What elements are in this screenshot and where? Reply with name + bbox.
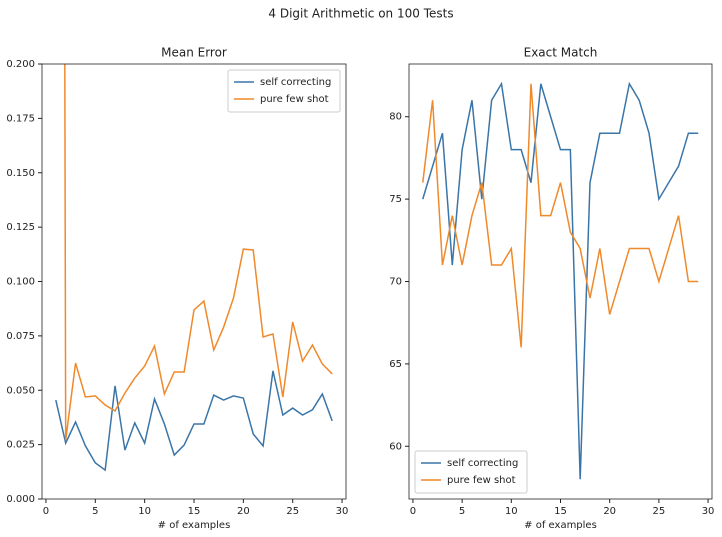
y-tick-label: 0.200 <box>6 59 35 70</box>
x-axis-label: # of examples <box>158 520 231 531</box>
y-tick-label: 0.100 <box>6 277 35 288</box>
chart-title: Exact Match <box>524 46 598 60</box>
data-line <box>422 81 699 480</box>
y-tick-label: 0.050 <box>6 385 35 396</box>
y-tick-label: 70 <box>389 277 402 288</box>
x-tick-label: 25 <box>286 506 299 517</box>
x-tick-label: 5 <box>92 506 98 517</box>
x-axis-label: # of examples <box>524 520 597 531</box>
figure-title: 4 Digit Arithmetic on 100 Tests <box>268 7 453 21</box>
y-tick-label: 65 <box>389 359 402 370</box>
axes-frame <box>408 63 713 500</box>
y-tick-label: 0.025 <box>6 440 35 451</box>
x-tick-label: 30 <box>336 506 349 517</box>
y-tick-label: 80 <box>389 112 402 123</box>
legend-label: self correcting <box>260 77 331 88</box>
legend-label: pure few shot <box>447 475 516 486</box>
data-line <box>422 83 699 348</box>
legend-box <box>227 69 341 113</box>
data-line <box>55 370 333 472</box>
data-line <box>64 64 333 441</box>
x-tick-label: 0 <box>43 506 49 517</box>
legend-label: pure few shot <box>260 94 329 105</box>
x-tick-label: 25 <box>653 506 666 517</box>
y-tick-label: 0.000 <box>6 494 35 505</box>
x-tick-label: 0 <box>410 506 416 517</box>
x-tick-label: 20 <box>603 506 616 517</box>
x-tick-label: 20 <box>237 506 250 517</box>
x-tick-label: 10 <box>505 506 518 517</box>
legend-label: self correcting <box>447 458 518 469</box>
y-tick-label: 0.175 <box>6 113 35 124</box>
x-tick-label: 5 <box>459 506 465 517</box>
y-tick-label: 75 <box>389 194 402 205</box>
y-tick-label: 0.075 <box>6 331 35 342</box>
y-tick-label: 60 <box>389 441 402 452</box>
y-tick-label: 0.125 <box>6 222 35 233</box>
x-tick-label: 10 <box>138 506 151 517</box>
x-tick-label: 30 <box>702 506 715 517</box>
x-tick-label: 15 <box>554 506 567 517</box>
chart-title: Mean Error <box>161 46 227 60</box>
axes-frame <box>41 63 347 500</box>
x-tick-label: 15 <box>188 506 201 517</box>
y-tick-label: 0.150 <box>6 168 35 179</box>
legend-box <box>414 450 528 494</box>
